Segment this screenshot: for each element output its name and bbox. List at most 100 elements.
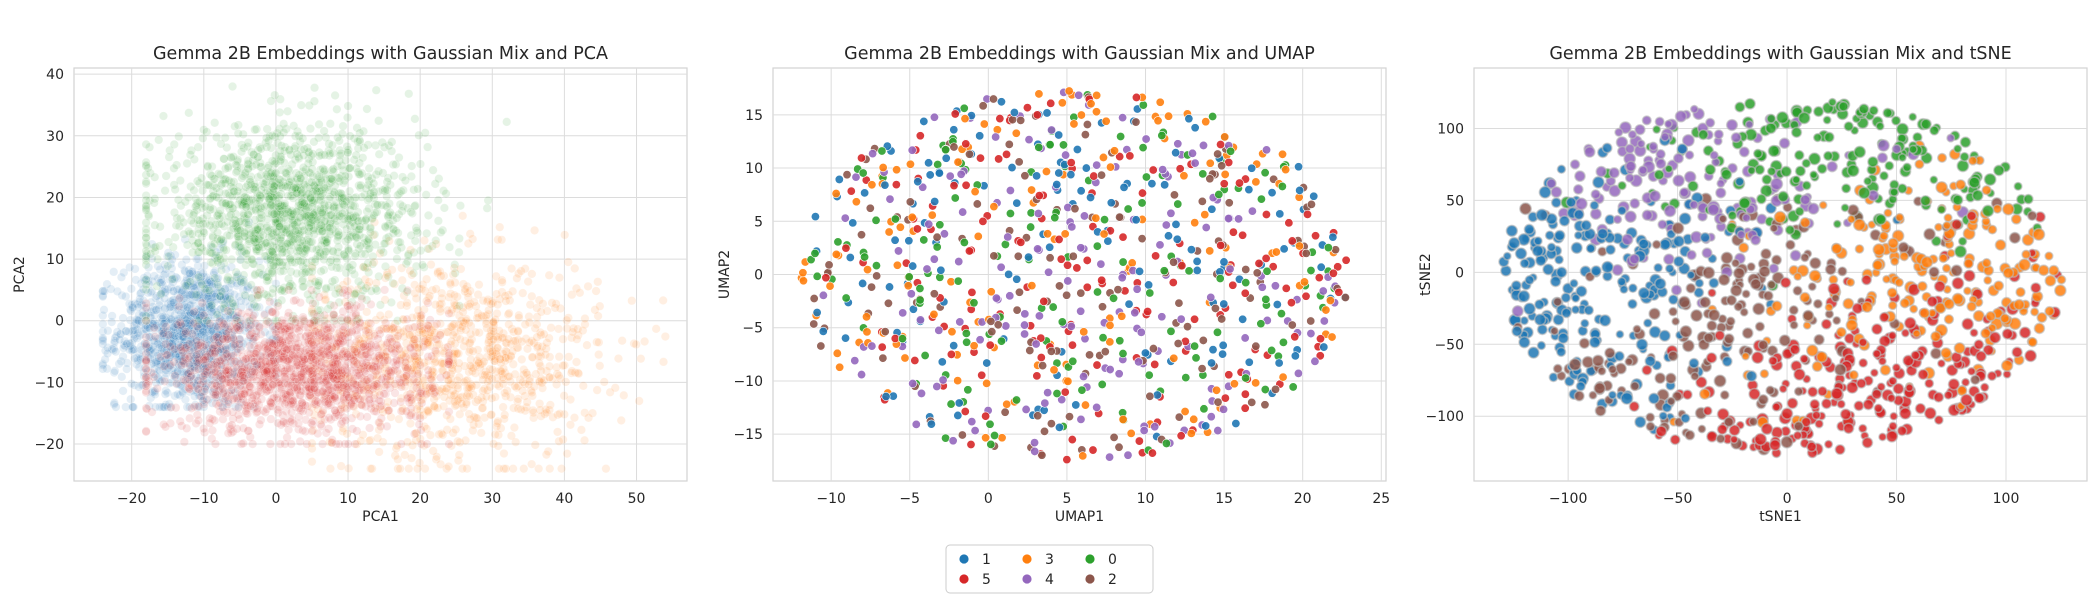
point [99, 334, 107, 342]
point [303, 440, 311, 448]
point [383, 186, 391, 194]
point [310, 97, 318, 105]
point [521, 320, 529, 328]
point [529, 406, 537, 414]
point [343, 291, 351, 299]
point [304, 329, 312, 337]
point [329, 165, 337, 173]
point [363, 413, 371, 421]
point [594, 278, 602, 286]
point [437, 228, 445, 236]
point [441, 387, 449, 395]
point [276, 267, 284, 275]
point [239, 278, 247, 286]
point [341, 172, 349, 180]
point [357, 181, 365, 189]
point [309, 299, 317, 307]
point [353, 427, 361, 435]
point [197, 174, 205, 182]
point [155, 242, 163, 250]
point [142, 299, 150, 307]
point [393, 255, 401, 263]
point [405, 324, 413, 332]
point [652, 325, 660, 333]
point [344, 464, 352, 472]
point [170, 164, 178, 172]
point [398, 276, 406, 284]
point [640, 337, 648, 345]
point [100, 306, 108, 314]
point [269, 285, 277, 293]
point [225, 176, 233, 184]
point [275, 258, 283, 266]
point [422, 275, 430, 283]
point [100, 287, 108, 295]
point [522, 369, 530, 377]
point [630, 339, 638, 347]
point [611, 384, 619, 392]
point [451, 261, 459, 269]
point [523, 398, 531, 406]
point [436, 460, 444, 468]
point [220, 246, 228, 254]
point [184, 193, 192, 201]
point [333, 105, 341, 113]
point [499, 380, 507, 388]
point [614, 354, 622, 362]
point [505, 309, 513, 317]
point [119, 387, 127, 395]
point [462, 400, 470, 408]
point [483, 204, 491, 212]
point [543, 408, 551, 416]
point [474, 396, 482, 404]
point [103, 349, 111, 357]
point [373, 208, 381, 216]
point [387, 147, 395, 155]
point [315, 293, 323, 301]
point [446, 279, 454, 287]
point [331, 276, 339, 284]
point [505, 320, 513, 328]
point [348, 261, 356, 269]
point [384, 211, 392, 219]
point [397, 440, 405, 448]
point [182, 256, 190, 264]
point [266, 440, 274, 448]
point [164, 252, 172, 260]
point [276, 132, 284, 140]
point [224, 307, 232, 315]
point [194, 416, 202, 424]
point [356, 129, 364, 137]
point [133, 316, 141, 324]
point [445, 407, 453, 415]
point [330, 310, 338, 318]
point [429, 447, 437, 455]
point [429, 166, 437, 174]
point [214, 170, 222, 178]
point [252, 160, 260, 168]
point [344, 440, 352, 448]
point [514, 395, 522, 403]
point [424, 408, 432, 416]
point [220, 155, 228, 163]
point [180, 230, 188, 238]
point [267, 232, 275, 240]
point [579, 382, 587, 390]
point [444, 462, 452, 470]
point [182, 424, 190, 432]
point [365, 437, 373, 445]
point [511, 382, 519, 390]
point [525, 312, 533, 320]
point [170, 208, 178, 216]
point [434, 217, 442, 225]
point [142, 316, 150, 324]
point [340, 201, 348, 209]
point [464, 239, 472, 247]
point [311, 255, 319, 263]
point [308, 178, 316, 186]
point [343, 315, 351, 323]
point [588, 409, 596, 417]
point [108, 312, 116, 320]
point [331, 91, 339, 99]
point [432, 285, 440, 293]
